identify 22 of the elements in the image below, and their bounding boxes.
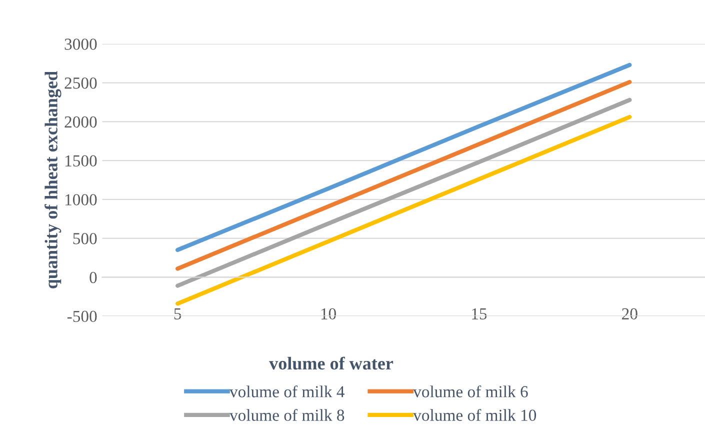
line-series	[175, 114, 632, 306]
line-series	[175, 80, 632, 271]
y-tick-label: 1000	[65, 194, 97, 206]
legend-label: volume of milk 8	[229, 409, 344, 421]
y-tick-label: 0	[90, 272, 97, 284]
x-tick-label: 15	[472, 308, 487, 320]
x-tick-label: 20	[622, 308, 638, 320]
legend-label: volume of milk 6	[413, 385, 528, 398]
x-tick-label: 10	[321, 308, 336, 320]
y-tick-label: -500	[67, 310, 97, 322]
legend-label: volume of milk 10	[413, 409, 536, 421]
y-axis-title: quantity of hheat exchanged	[44, 71, 62, 288]
legend-label: volume of milk 4	[229, 385, 344, 398]
y-tick-label: 2500	[64, 77, 97, 89]
x-tick-label: 5	[174, 308, 182, 320]
y-tick-label: 2000	[64, 116, 97, 128]
line-series	[175, 98, 632, 288]
line-series	[175, 62, 632, 252]
y-tick-label: 1500	[65, 155, 97, 166]
y-tick-label: 500	[73, 233, 97, 244]
x-axis-title: volume of water	[269, 356, 394, 370]
y-tick-label: 3000	[64, 38, 97, 50]
